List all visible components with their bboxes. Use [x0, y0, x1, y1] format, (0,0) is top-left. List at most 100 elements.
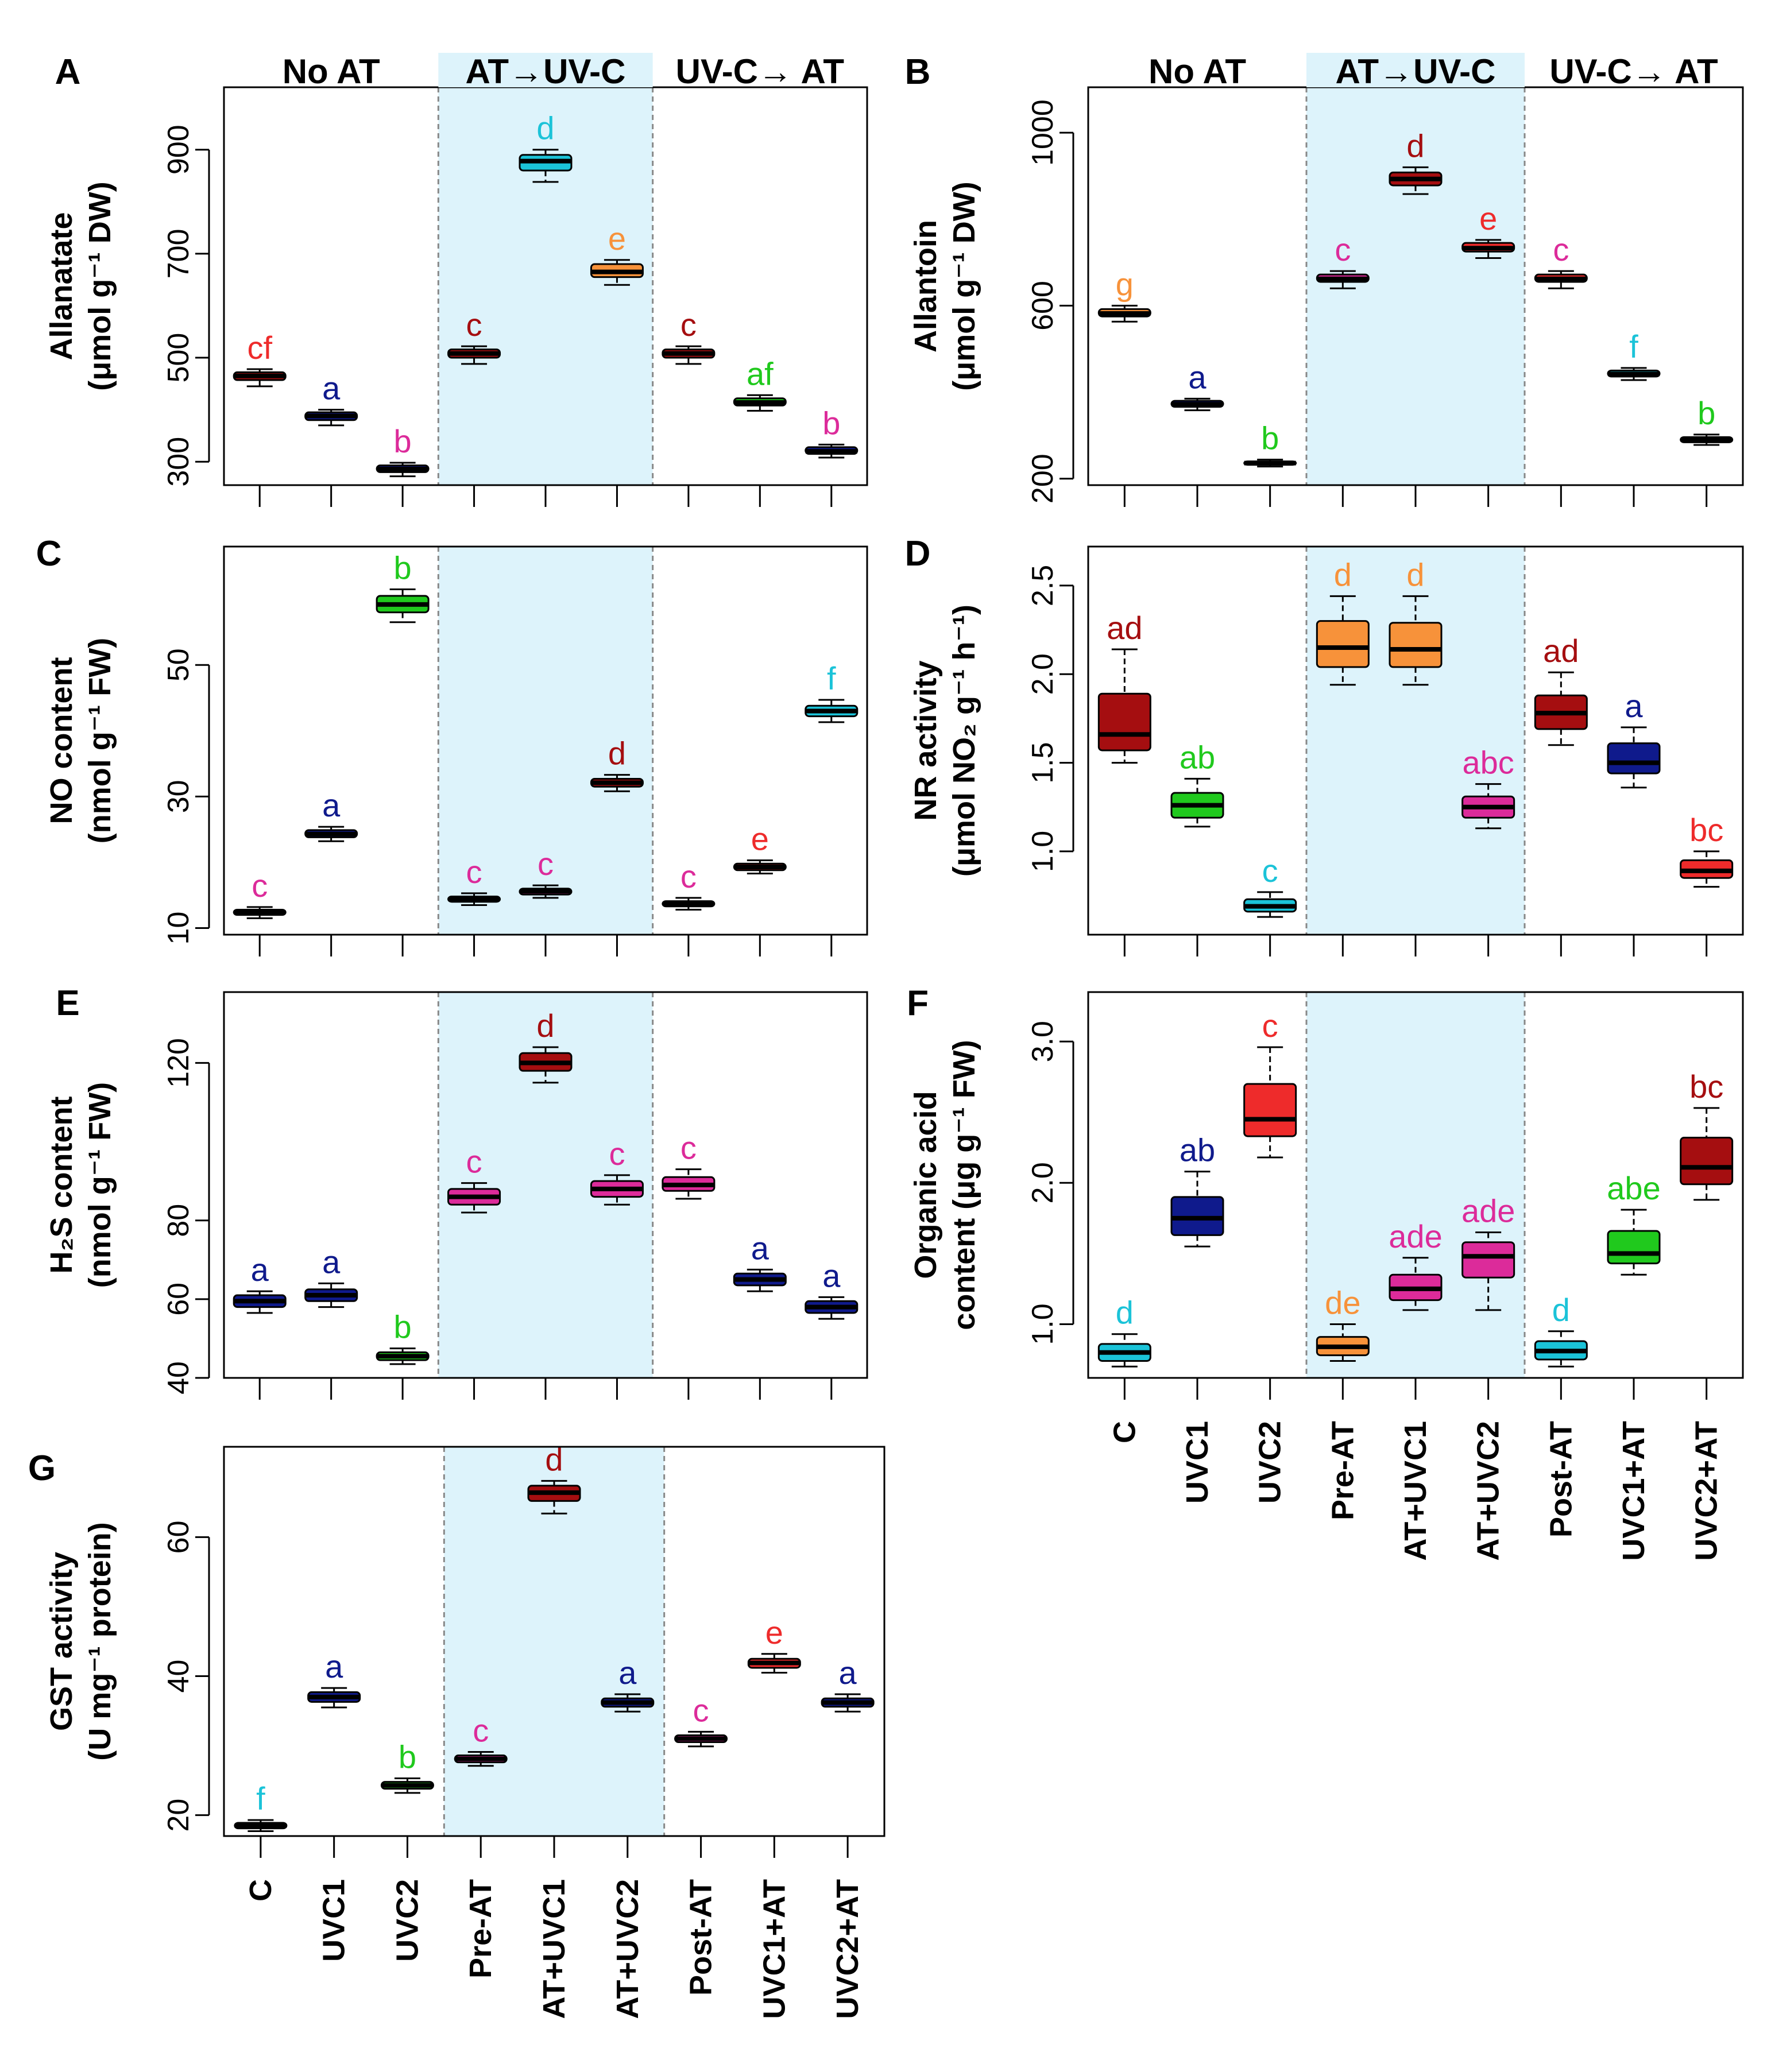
box-uvc1-plus-at: a — [733, 1230, 787, 1292]
significance-letter: c — [466, 854, 482, 890]
box-at-plus-uvc2: e — [590, 220, 644, 286]
x-category-label: Post-AT — [684, 1879, 718, 1996]
y-tick-label: 30 — [162, 780, 195, 813]
significance-letter: ab — [1180, 1132, 1215, 1168]
y-tick-label: 1.0 — [1026, 1303, 1059, 1345]
x-category-label: C — [243, 1879, 278, 1901]
y-tick-label: 80 — [162, 1204, 195, 1237]
box-post-at: c — [662, 307, 716, 365]
box-at-plus-uvc2: e — [1461, 200, 1515, 260]
significance-letter: c — [693, 1692, 709, 1728]
box-uvc1: a — [307, 1648, 361, 1709]
y-axis-title: NR activity — [908, 660, 943, 820]
panel-letter: G — [28, 1449, 56, 1488]
box-pre-at: c — [447, 1144, 501, 1214]
significance-letter: b — [1697, 395, 1715, 431]
y-tick-label: 1.5 — [1026, 742, 1059, 783]
box-c: c — [233, 867, 287, 919]
significance-letter: b — [1261, 420, 1279, 456]
significance-letter: c — [680, 1130, 697, 1166]
significance-letter: cf — [247, 330, 272, 366]
x-category-label: UVC2 — [1253, 1421, 1287, 1504]
x-category-label: AT+UVC2 — [610, 1879, 645, 2019]
box-at-plus-uvc1: d — [1389, 556, 1443, 686]
box-c: d — [1097, 1295, 1151, 1368]
significance-letter: d — [536, 110, 554, 146]
y-axis-title: Organic acid — [908, 1091, 943, 1279]
significance-letter: af — [747, 355, 774, 392]
box-pre-at: c — [447, 854, 501, 906]
significance-letter: a — [325, 1648, 343, 1684]
y-axis-unit: (nmol g⁻¹ FW) — [83, 638, 117, 843]
significance-letter: d — [1406, 127, 1424, 164]
box-uvc2: b — [380, 1739, 434, 1794]
significance-letter: a — [1625, 688, 1643, 724]
x-category-label: UVC1+AT — [757, 1879, 791, 2019]
y-axis-title: GST activity — [44, 1552, 79, 1731]
significance-letter: d — [1334, 556, 1352, 592]
box-c: g — [1097, 266, 1151, 323]
x-category-label: AT+UVC2 — [1471, 1421, 1506, 1561]
box-uvc2-plus-at: a — [821, 1655, 875, 1713]
box-uvc1-plus-at: af — [733, 355, 787, 412]
significance-letter: d — [536, 1008, 554, 1044]
box-at-plus-uvc2: abc — [1461, 745, 1515, 830]
box-c: ad — [1097, 610, 1151, 764]
iqr-box — [1461, 1241, 1515, 1279]
box-post-at: c — [662, 1130, 716, 1200]
y-tick-label: 20 — [162, 1799, 195, 1832]
box-at-plus-uvc2: ade — [1461, 1192, 1515, 1311]
significance-letter: b — [394, 549, 412, 586]
at-uvc-shaded-region — [1306, 547, 1525, 935]
box-uvc1: ab — [1170, 1132, 1224, 1248]
significance-letter: c — [1553, 231, 1569, 268]
significance-letter: b — [394, 1309, 412, 1345]
box-pre-at: c — [447, 307, 501, 365]
box-uvc2-plus-at: bc — [1680, 812, 1734, 888]
box-uvc1: a — [304, 787, 358, 842]
box-pre-at: c — [1316, 231, 1370, 289]
significance-letter: e — [751, 821, 769, 857]
box-at-plus-uvc2: a — [601, 1655, 655, 1713]
box-post-at: c — [1534, 231, 1588, 289]
y-axis-title: H₂S content — [44, 1096, 79, 1273]
x-category-label: UVC2+AT — [1689, 1421, 1724, 1561]
panel-letter: C — [36, 534, 62, 574]
x-category-label: UVC1+AT — [1617, 1421, 1651, 1561]
y-tick-label: 2.0 — [1026, 653, 1059, 695]
significance-letter: bc — [1689, 1068, 1723, 1105]
x-category-label: UVC1 — [317, 1879, 351, 1962]
significance-letter: ade — [1389, 1218, 1442, 1254]
y-axis-unit: (μmol g⁻¹ DW) — [947, 181, 981, 390]
y-tick-label: 700 — [162, 228, 195, 278]
significance-letter: bc — [1689, 812, 1723, 848]
x-category-label: AT+UVC1 — [1398, 1421, 1433, 1561]
significance-letter: c — [466, 1144, 482, 1180]
box-uvc1-plus-at: e — [747, 1614, 801, 1674]
significance-letter: de — [1325, 1284, 1360, 1320]
significance-letter: a — [751, 1230, 770, 1266]
significance-letter: c — [473, 1713, 489, 1749]
panel-b: g a b c d e c f b 200 600 1000 Allantoin (μmol g⁻¹ DW… — [905, 52, 1744, 507]
significance-letter: e — [1479, 200, 1497, 237]
significance-letter: a — [1188, 359, 1207, 395]
y-tick-label: 500 — [162, 333, 195, 383]
box-uvc1-plus-at: a — [1607, 688, 1661, 789]
panel-letter: D — [905, 534, 931, 574]
y-axis-unit: (μmol g⁻¹ DW) — [83, 181, 117, 390]
box-pre-at: de — [1316, 1284, 1370, 1362]
x-category-label: UVC1 — [1180, 1421, 1215, 1504]
group-label: AT→UV-C — [1336, 52, 1496, 91]
x-category-label: UVC2+AT — [830, 1879, 865, 2019]
significance-letter: a — [251, 1252, 269, 1288]
box-c: a — [233, 1252, 287, 1314]
significance-letter: d — [1406, 556, 1424, 592]
significance-letter: c — [1335, 231, 1351, 268]
x-category-label: UVC2 — [390, 1879, 424, 1962]
y-tick-label: 1000 — [1026, 99, 1059, 166]
significance-letter: c — [538, 846, 554, 882]
significance-letter: b — [399, 1739, 416, 1775]
box-uvc1: a — [304, 1244, 358, 1308]
